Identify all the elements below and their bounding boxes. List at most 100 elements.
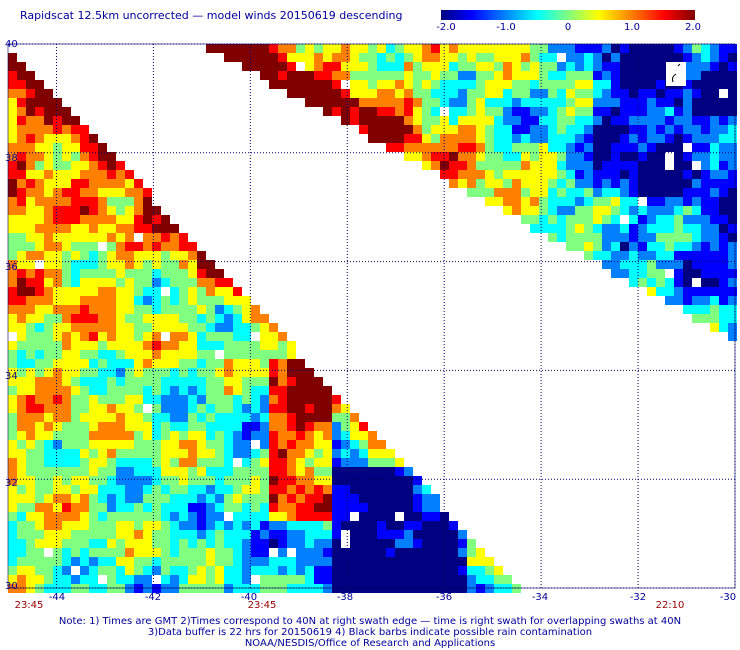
data-cell [305, 494, 314, 503]
data-cell [350, 116, 359, 125]
data-cell [638, 260, 647, 269]
data-cell [116, 179, 125, 188]
data-cell [80, 404, 89, 413]
data-cell [467, 575, 476, 584]
data-cell [80, 188, 89, 197]
data-cell [26, 566, 35, 575]
data-cell [206, 296, 215, 305]
data-cell [368, 449, 377, 458]
data-cell [170, 467, 179, 476]
data-cell [161, 467, 170, 476]
data-cell [53, 368, 62, 377]
data-cell [602, 53, 611, 62]
data-cell [566, 233, 575, 242]
data-cell [26, 485, 35, 494]
data-cell [620, 143, 629, 152]
data-cell [413, 107, 422, 116]
data-cell [89, 341, 98, 350]
data-cell [638, 188, 647, 197]
data-cell [332, 503, 341, 512]
data-cell [701, 251, 710, 260]
data-cell [26, 575, 35, 584]
data-cell [62, 287, 71, 296]
data-cell [710, 296, 719, 305]
data-cell [125, 485, 134, 494]
data-cell [53, 206, 62, 215]
data-cell [557, 89, 566, 98]
data-cell [449, 80, 458, 89]
data-cell [125, 530, 134, 539]
data-cell [71, 296, 80, 305]
data-cell [701, 224, 710, 233]
data-cell [260, 476, 269, 485]
data-cell [674, 287, 683, 296]
data-cell [134, 512, 143, 521]
data-cell [260, 584, 269, 593]
data-cell [44, 233, 53, 242]
data-cell [647, 134, 656, 143]
data-cell [368, 116, 377, 125]
data-cell [674, 44, 683, 53]
data-cell [323, 80, 332, 89]
swath-time-left: 23:45 [14, 600, 44, 611]
data-cell [98, 422, 107, 431]
data-cell [116, 539, 125, 548]
data-cell [89, 350, 98, 359]
data-cell [125, 458, 134, 467]
data-cell [143, 503, 152, 512]
data-cell [224, 449, 233, 458]
data-cell [35, 170, 44, 179]
data-cell [188, 575, 197, 584]
data-cell [80, 422, 89, 431]
data-cell [467, 107, 476, 116]
data-cell [512, 125, 521, 134]
data-cell [341, 431, 350, 440]
data-cell [251, 494, 260, 503]
data-cell [89, 485, 98, 494]
data-cell [188, 422, 197, 431]
data-cell [593, 224, 602, 233]
data-cell [179, 341, 188, 350]
data-cell [206, 377, 215, 386]
data-cell [134, 287, 143, 296]
data-cell [269, 323, 278, 332]
data-cell [80, 458, 89, 467]
data-cell [98, 395, 107, 404]
data-cell [242, 341, 251, 350]
data-cell [548, 107, 557, 116]
data-cell [251, 404, 260, 413]
data-cell [593, 116, 602, 125]
data-cell [602, 197, 611, 206]
data-cell [35, 530, 44, 539]
data-cell [35, 80, 44, 89]
data-cell [224, 440, 233, 449]
data-cell [233, 395, 242, 404]
data-cell [278, 584, 287, 593]
data-cell [8, 386, 17, 395]
data-cell [395, 485, 404, 494]
data-cell [422, 53, 431, 62]
data-cell [422, 71, 431, 80]
data-cell [287, 386, 296, 395]
data-cell [332, 422, 341, 431]
data-cell [314, 404, 323, 413]
data-cell [719, 251, 728, 260]
data-cell [161, 548, 170, 557]
data-cell [512, 143, 521, 152]
data-cell [215, 296, 224, 305]
data-cell [125, 188, 134, 197]
data-cell [611, 197, 620, 206]
data-cell [197, 251, 206, 260]
data-cell [251, 305, 260, 314]
data-cell [656, 116, 665, 125]
data-cell [269, 386, 278, 395]
data-cell [728, 224, 737, 233]
data-cell [350, 584, 359, 593]
data-cell [314, 71, 323, 80]
data-cell [98, 458, 107, 467]
data-cell [215, 485, 224, 494]
data-cell [134, 368, 143, 377]
data-cell [26, 125, 35, 134]
data-cell [152, 530, 161, 539]
data-cell [656, 80, 665, 89]
